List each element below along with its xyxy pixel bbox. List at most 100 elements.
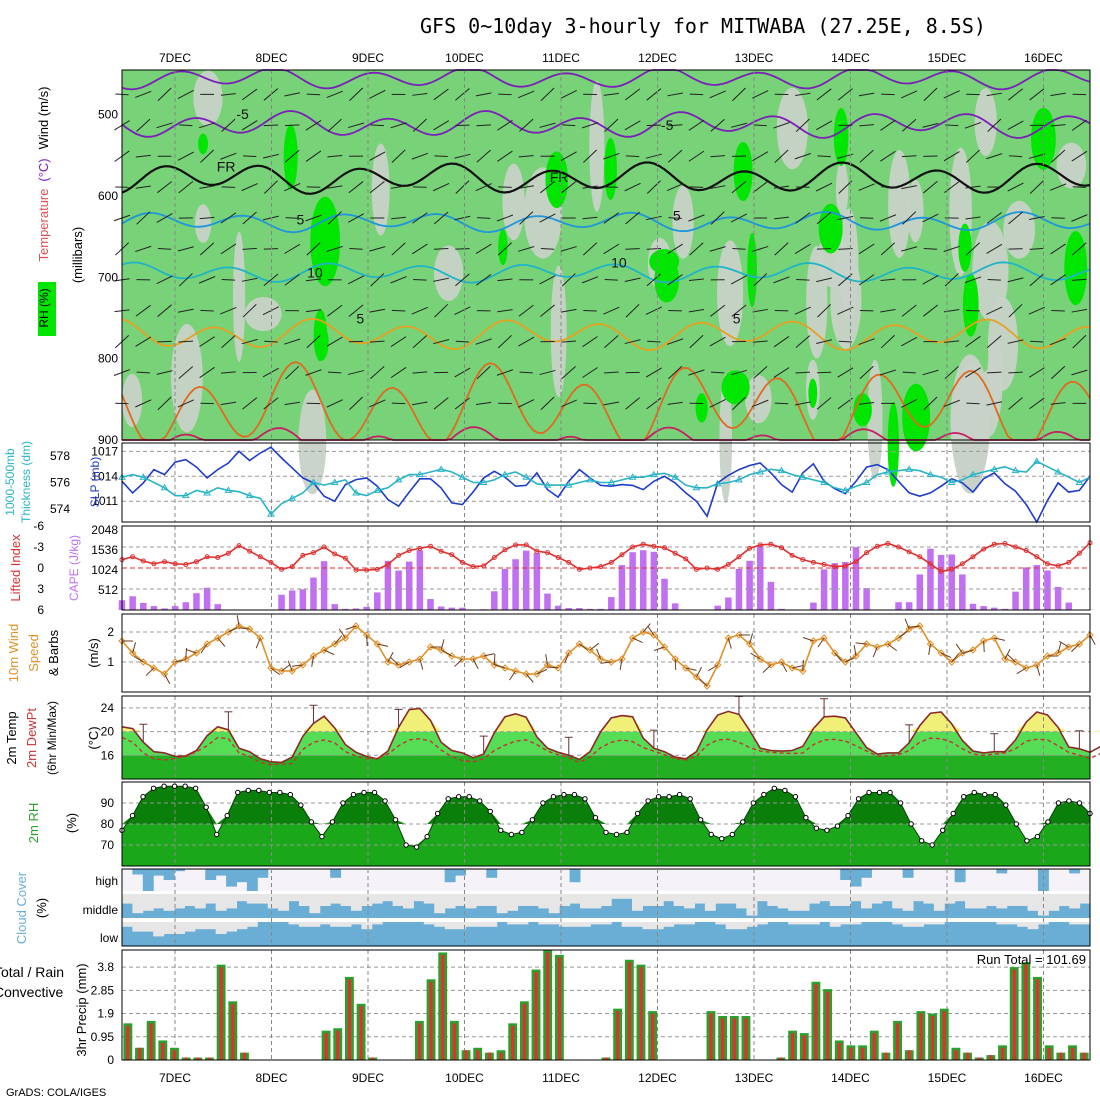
lifted-index-point (757, 542, 763, 548)
rh-point (592, 815, 599, 821)
wind-speed-point (458, 655, 467, 663)
wind-barb (178, 366, 194, 379)
wind-barb (773, 336, 790, 348)
wind-barb (987, 371, 1002, 374)
wind-speed-point (267, 664, 275, 672)
wind-barb (135, 245, 152, 253)
wind-barb (816, 339, 833, 344)
cloud-high-bar (455, 869, 466, 876)
wind-barb (879, 369, 897, 376)
rh-dry-blob (776, 87, 808, 170)
cloud-middle-bar (527, 894, 539, 906)
x-tick-label-top: 16DEC (1024, 51, 1063, 65)
wind-barb (1072, 242, 1087, 256)
wind-barb (539, 275, 556, 285)
wind-speed-point (713, 661, 722, 669)
cloud-middle-bar (642, 894, 654, 906)
cloud-middle-bar (798, 894, 810, 911)
precip-conv-bar (1059, 1052, 1063, 1060)
wind-barb-10m (589, 642, 600, 651)
wind-barb-10m (281, 663, 291, 672)
wind-barb (688, 369, 705, 376)
wind-speed-point (543, 661, 552, 669)
wind-barb (455, 340, 470, 343)
ylabel-temperature-unit: (°C) (36, 158, 51, 181)
y-tick-lifted: 6 (37, 603, 44, 617)
wind-barb (901, 246, 918, 252)
rh-point (655, 794, 662, 800)
wind-barb (411, 243, 428, 255)
cloud-middle-bar (1017, 894, 1029, 906)
wind-barb (795, 335, 811, 349)
thickness-point (798, 473, 807, 480)
wind-barb-10m (454, 658, 463, 667)
wind-speed-point (958, 649, 967, 657)
rh-point (676, 791, 683, 798)
wind-barb (156, 370, 173, 375)
rh-moist-blob (695, 393, 708, 423)
cloud-low-bar (538, 922, 550, 925)
wind-barb (986, 401, 1003, 406)
wind-barb (454, 153, 471, 159)
wind-barb (710, 211, 725, 225)
wind-barb (305, 278, 322, 282)
wind-barb-10m (845, 656, 856, 663)
wind-barb (263, 397, 279, 410)
wind-barb (625, 155, 640, 158)
rh-moist-blob (962, 273, 979, 337)
wind-barb (135, 154, 151, 158)
y-tick-wind: 2 (107, 625, 114, 639)
wind-barb (730, 122, 747, 128)
cloud-low-bar (205, 922, 217, 930)
wind-barb-10m (855, 642, 867, 645)
wind-barb-10m (955, 643, 963, 654)
wind-barb (923, 248, 938, 250)
precip-conv-bar (744, 1018, 748, 1060)
cape-bar (161, 608, 168, 610)
wind-barb-10m (536, 668, 548, 675)
wind-barb (581, 122, 599, 129)
wind-barb (837, 88, 853, 101)
wind-barb (136, 211, 151, 225)
precip-conv-bar (779, 1057, 783, 1060)
ylabel-temp-unit: (°C) (86, 726, 101, 749)
wind-barb (540, 180, 555, 194)
wind-barb (902, 211, 917, 225)
wind-barb (561, 181, 577, 194)
wind-barb (327, 154, 343, 158)
rh-point (298, 802, 304, 808)
lifted-index-point (385, 562, 391, 567)
wind-barb (199, 216, 215, 220)
cloud-low-bar (350, 922, 362, 925)
cloud-low-bar (569, 922, 581, 927)
wind-barb (1028, 153, 1045, 159)
wind-barb (177, 246, 194, 252)
wind-barb (497, 309, 513, 313)
cloud-level-high: high (95, 874, 118, 888)
cloud-low-bar (913, 922, 924, 927)
cape-bar (927, 548, 934, 610)
wind-barb (519, 211, 534, 225)
wind-barb (1028, 216, 1045, 220)
wind-barb (794, 306, 811, 315)
wind-barb (157, 181, 173, 194)
cape-bar (522, 550, 530, 610)
wind-barb (732, 248, 746, 250)
wind-barb (838, 180, 853, 194)
wind-barb (710, 155, 726, 158)
cloud-middle-bar (746, 894, 758, 916)
cloud-middle-bar (933, 894, 945, 911)
wind-barb (241, 183, 258, 192)
wind-barb (1071, 119, 1088, 131)
wind-barb (689, 93, 704, 96)
cape-bar (491, 591, 498, 610)
precip-conv-bar (814, 984, 818, 1060)
x-tick-label-top: 9DEC (352, 51, 384, 65)
wind-barb-10m (323, 649, 335, 656)
rh-moist-blob (604, 137, 617, 201)
cloud-low-bar (361, 922, 373, 930)
wind-speed-point (341, 634, 350, 642)
wind-barb (263, 124, 279, 127)
wind-barb (752, 90, 769, 99)
x-tick-label-top: 7DEC (159, 51, 191, 65)
